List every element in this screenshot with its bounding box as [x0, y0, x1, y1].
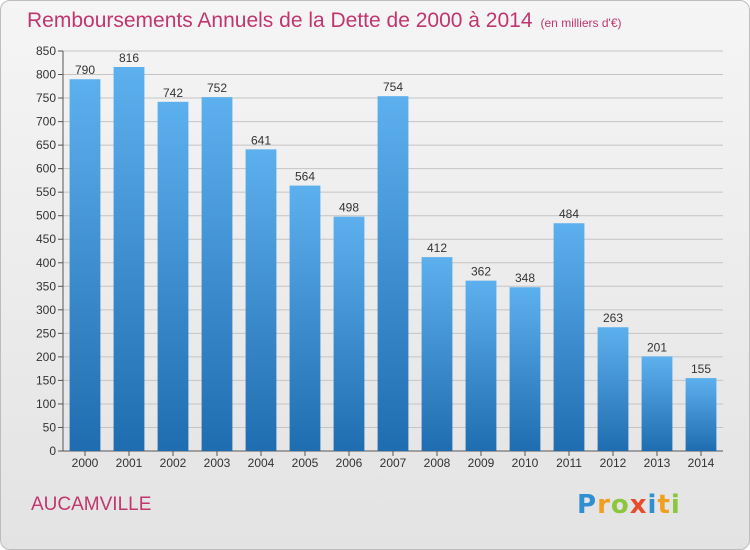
ytick-label: 300 — [36, 303, 56, 317]
ytick-label: 50 — [43, 420, 57, 434]
data-label-2003: 752 — [207, 81, 227, 95]
xtick-label-2010: 2010 — [512, 456, 539, 470]
bar-2002 — [157, 101, 189, 451]
ytick-label: 500 — [36, 209, 56, 223]
bar-2013 — [641, 356, 673, 451]
data-label-2006: 498 — [339, 201, 359, 215]
data-label-2010: 348 — [515, 271, 535, 285]
bar-2011 — [553, 223, 585, 451]
data-label-2012: 263 — [603, 311, 623, 325]
ytick-label: 100 — [36, 397, 56, 411]
xtick-label-2004: 2004 — [248, 456, 275, 470]
bar-2014 — [685, 378, 717, 451]
xtick-label-2012: 2012 — [600, 456, 627, 470]
xtick-label-2007: 2007 — [380, 456, 407, 470]
data-label-2009: 362 — [471, 265, 491, 279]
chart-title: Remboursements Annuels de la Dette de 20… — [27, 9, 622, 33]
data-label-2011: 484 — [559, 207, 579, 221]
ytick-label: 750 — [36, 91, 56, 105]
ytick-label: 550 — [36, 185, 56, 199]
bar-2000 — [69, 79, 101, 451]
ytick-label: 700 — [36, 115, 56, 129]
ytick-label: 150 — [36, 373, 56, 387]
xtick-label-2013: 2013 — [644, 456, 671, 470]
bars — [69, 67, 717, 452]
bar-2005 — [289, 185, 321, 451]
ytick-label: 850 — [36, 44, 56, 58]
proxiti-logo: Proxiti — [577, 490, 681, 520]
data-label-2008: 412 — [427, 241, 447, 255]
xtick-label-2008: 2008 — [424, 456, 451, 470]
bar-2008 — [421, 257, 453, 451]
city-name: AUCAMVILLE — [31, 494, 152, 515]
xtick-label-2001: 2001 — [116, 456, 143, 470]
bar-2004 — [245, 149, 277, 451]
bar-2012 — [597, 327, 629, 451]
data-label-2000: 790 — [75, 63, 95, 77]
xtick-label-2005: 2005 — [292, 456, 319, 470]
ytick-label: 600 — [36, 162, 56, 176]
ytick-label: 650 — [36, 138, 56, 152]
ytick-label: 250 — [36, 326, 56, 340]
bar-2001 — [113, 67, 145, 451]
data-label-2014: 155 — [691, 362, 711, 376]
ytick-label: 400 — [36, 256, 56, 270]
bar-2007 — [377, 96, 409, 452]
xtick-label-2002: 2002 — [160, 456, 187, 470]
bar-2009 — [465, 280, 497, 451]
data-label-2001: 816 — [119, 51, 139, 65]
xtick-label-2011: 2011 — [556, 456, 582, 470]
xtick-label-2000: 2000 — [72, 456, 99, 470]
data-label-2013: 201 — [647, 340, 667, 354]
xtick-label-2006: 2006 — [336, 456, 363, 470]
bar-2006 — [333, 216, 365, 451]
data-label-2002: 742 — [163, 86, 183, 100]
ytick-label: 200 — [36, 350, 56, 364]
data-label-2007: 754 — [383, 80, 403, 94]
xtick-label-2003: 2003 — [204, 456, 231, 470]
chart-title-text: Remboursements Annuels de la Dette de 20… — [27, 9, 533, 32]
xtick-label-2014: 2014 — [688, 456, 715, 470]
bar-2010 — [509, 287, 541, 451]
ytick-label: 350 — [36, 279, 56, 293]
bar-2003 — [201, 97, 233, 451]
labels: 790 2000 816 2001 742 2002 752 2003 641 2004 564 20… — [72, 51, 715, 470]
chart-unit: (en milliers d'€) — [540, 16, 622, 30]
data-label-2004: 641 — [251, 133, 271, 147]
ytick-label: 800 — [36, 68, 56, 82]
xtick-label-2009: 2009 — [468, 456, 495, 470]
ytick-label: 0 — [49, 444, 56, 458]
ytick-label: 450 — [36, 232, 56, 246]
data-label-2005: 564 — [295, 170, 315, 184]
